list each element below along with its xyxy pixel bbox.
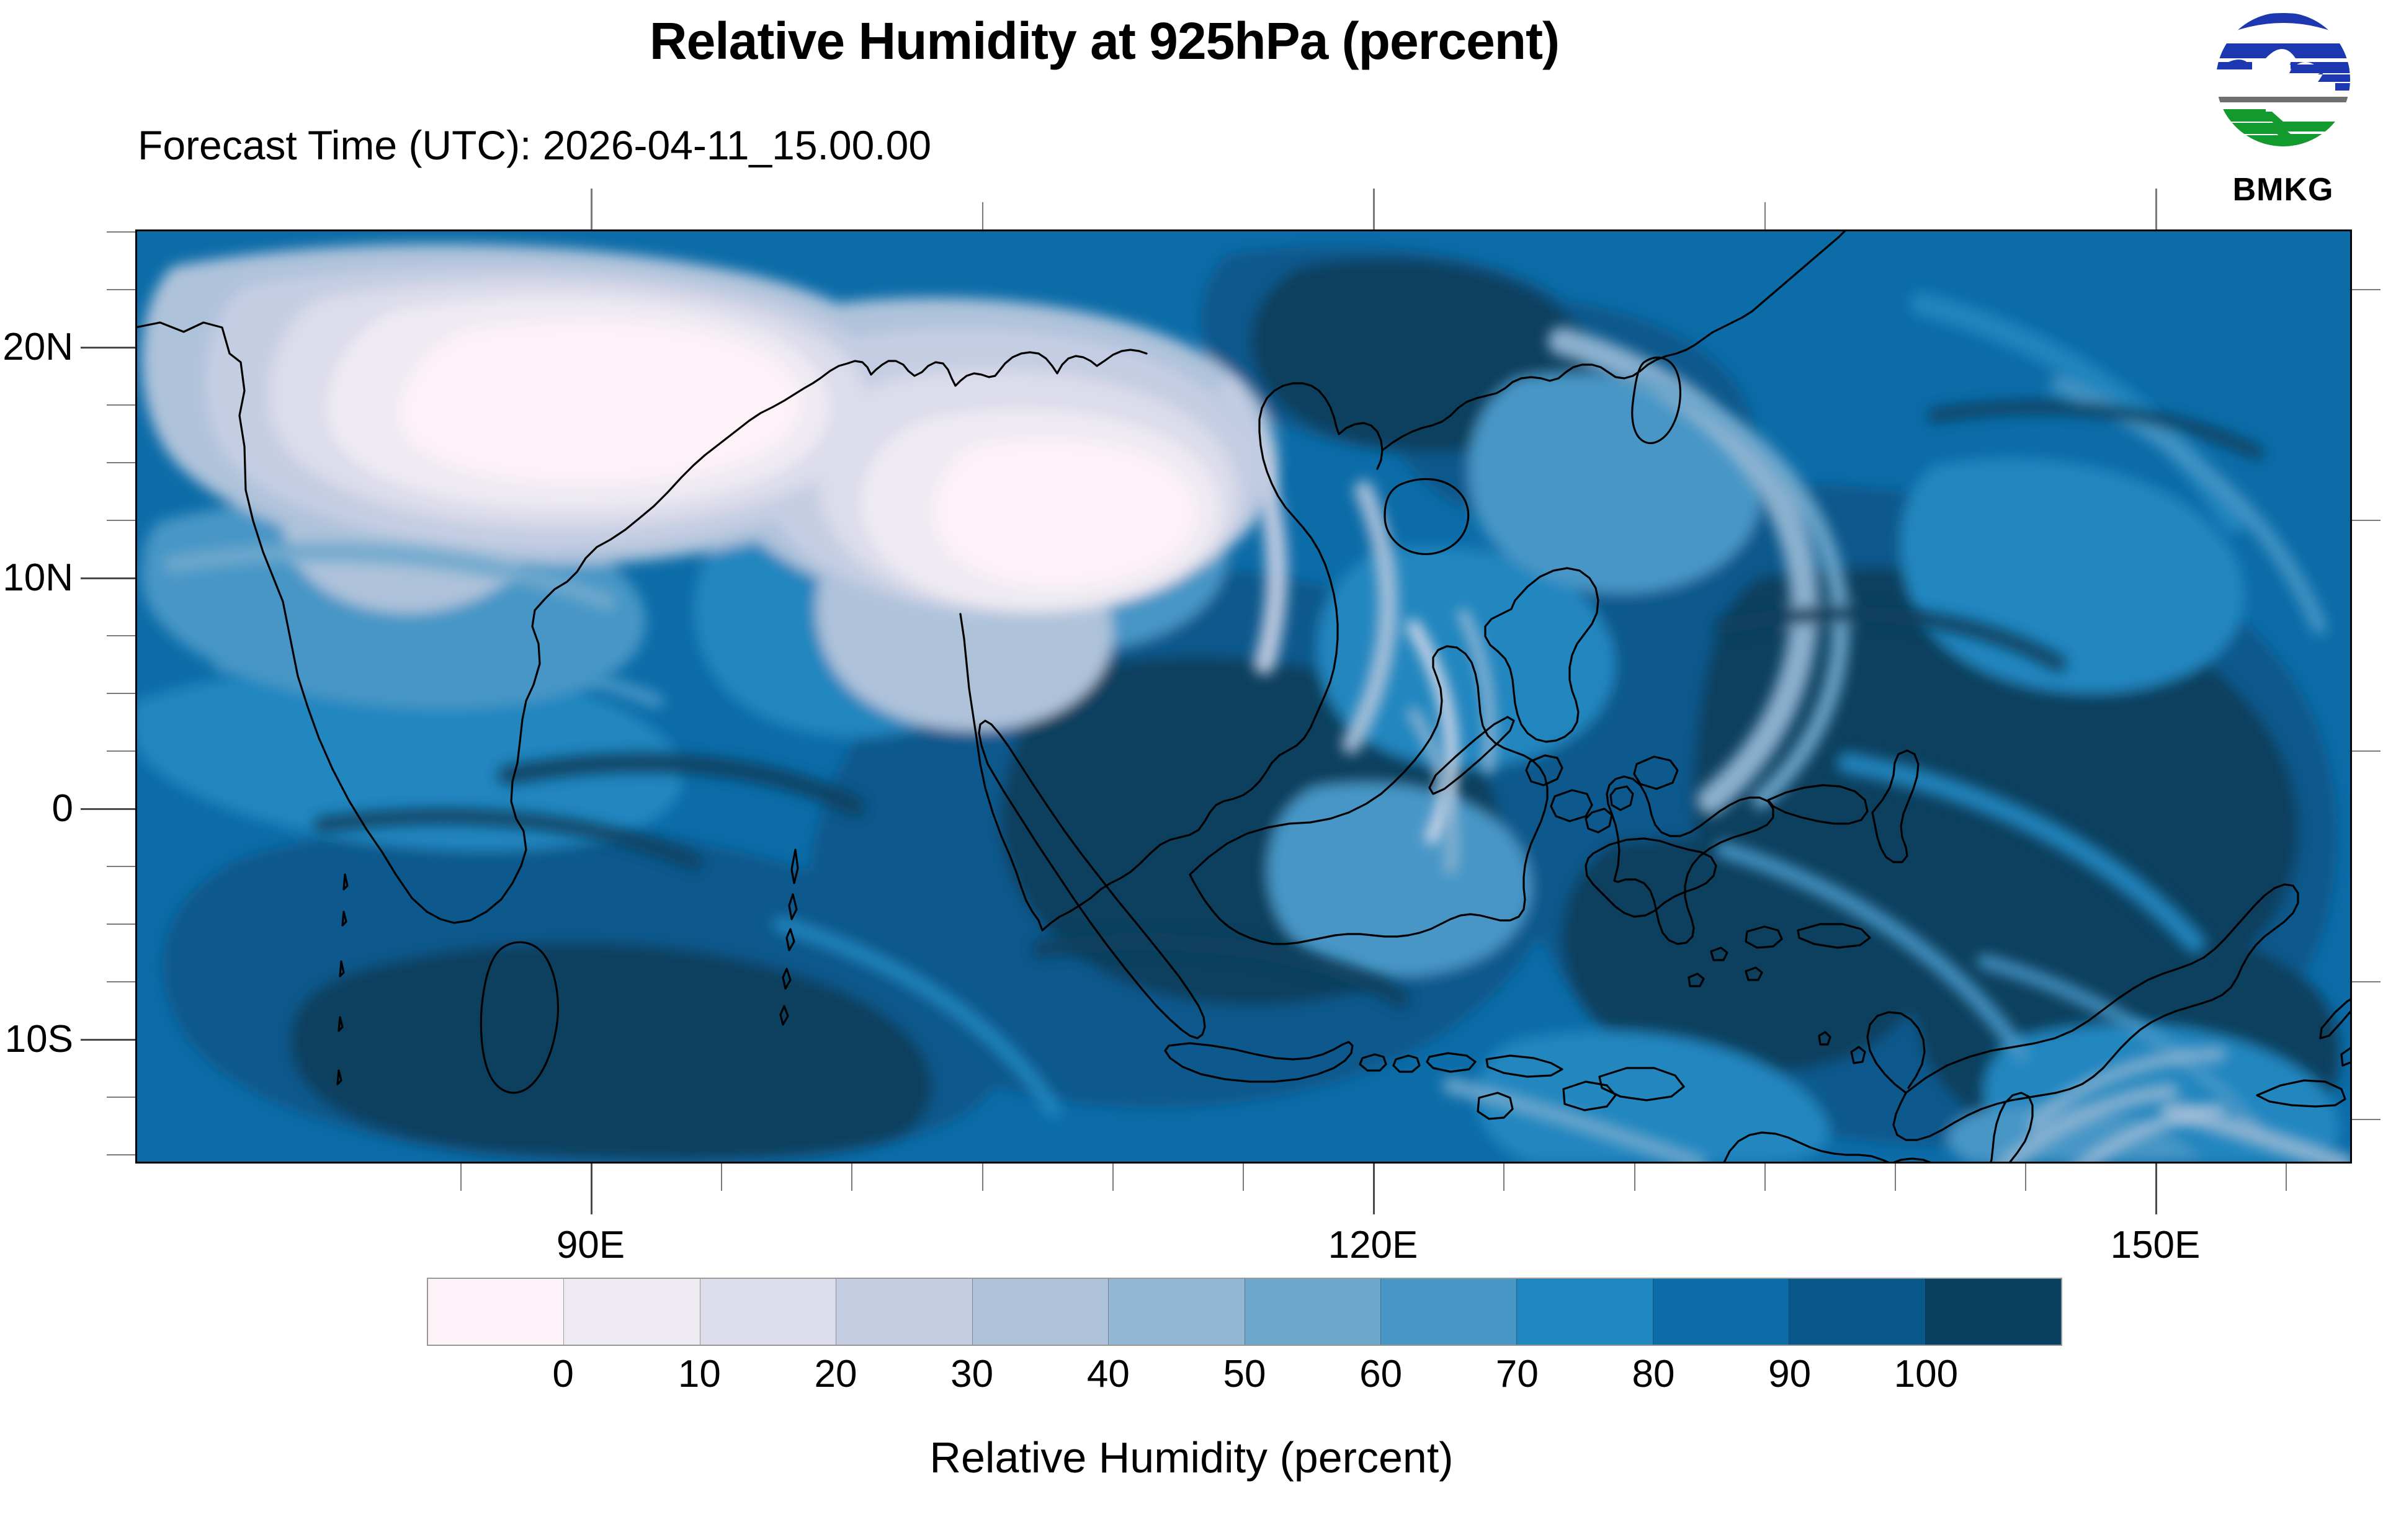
page-title: Relative Humidity at 925hPa (percent): [649, 12, 1560, 70]
xtick-minor: [851, 1164, 852, 1191]
colorbar-swatch-3: [836, 1279, 973, 1345]
ytick-minor: [107, 750, 135, 752]
xtick-minor: [1764, 1164, 1766, 1191]
colorbar[interactable]: [427, 1278, 2062, 1346]
xtick-major-150E: [2155, 1164, 2157, 1214]
xtick-label-150E: 150E: [2110, 1224, 2201, 1266]
xtick-minor: [721, 1164, 722, 1191]
ytick-minor: [107, 1154, 135, 1155]
ytick-label-0: 0: [51, 787, 73, 830]
xtick-label-90E: 90E: [556, 1224, 625, 1266]
colorbar-tick-10: 10: [677, 1353, 721, 1395]
ytick-minor-right: [2352, 750, 2381, 752]
colorbar-tick-40: 40: [1086, 1353, 1130, 1395]
xtick-minor: [1503, 1164, 1504, 1191]
colorbar-ticks: 0 10 20 30 40 50 60 70 80 90 100: [427, 1352, 2062, 1408]
colorbar-swatch-4: [972, 1279, 1109, 1345]
colorbar-tick-50: 50: [1223, 1353, 1266, 1395]
bmkg-emblem-icon: [2216, 13, 2350, 146]
colorbar-tick-90: 90: [1768, 1353, 1812, 1395]
colorbar-swatch-0: [428, 1279, 565, 1345]
ytick-minor-right: [2352, 1119, 2381, 1120]
ytick-minor: [107, 635, 135, 636]
ytick-minor: [107, 289, 135, 290]
xtick-minor: [2025, 1164, 2026, 1191]
ytick-major-20N: [81, 347, 135, 349]
colorbar-tick-30: 30: [950, 1353, 994, 1395]
colorbar-swatch-11: [1925, 1279, 2062, 1345]
colorbar-swatch-6: [1245, 1279, 1381, 1345]
colorbar-swatch-9: [1653, 1279, 1790, 1345]
xtick-top: [2155, 189, 2157, 229]
xtick-minor: [460, 1164, 462, 1191]
xtick-top: [591, 189, 592, 229]
ytick-minor: [107, 404, 135, 406]
humidity-map[interactable]: [135, 229, 2352, 1164]
colorbar-swatch-5: [1109, 1279, 1245, 1345]
colorbar-swatch-1: [564, 1279, 700, 1345]
xtick-top: [1373, 189, 1375, 229]
ytick-minor: [107, 924, 135, 925]
colorbar-label: Relative Humidity (percent): [929, 1433, 1454, 1482]
ytick-minor-right: [2352, 289, 2381, 290]
coastlines: [135, 229, 2352, 1164]
ytick-minor-right: [2352, 981, 2381, 982]
xtick-top-minor: [982, 202, 983, 229]
ytick-minor: [107, 693, 135, 694]
xtick-major-120E: [1373, 1164, 1375, 1214]
ytick-minor: [107, 981, 135, 982]
ytick-minor: [107, 866, 135, 867]
colorbar-tick-20: 20: [814, 1353, 857, 1395]
colorbar-tick-100: 100: [1893, 1353, 1959, 1395]
forecast-time-subtitle: Forecast Time (UTC): 2026-04-11_15.00.00: [138, 122, 932, 168]
ytick-minor: [107, 1097, 135, 1098]
field-orographic: [1407, 609, 2226, 1164]
colorbar-swatch-7: [1380, 1279, 1518, 1345]
xtick-major-90E: [591, 1164, 592, 1214]
ytick-major-10S: [81, 1039, 135, 1041]
ytick-label-20N: 20N: [2, 326, 73, 368]
colorbar-swatch-2: [700, 1279, 837, 1345]
bmkg-logo-text: BMKG: [2232, 172, 2334, 208]
colorbar-swatch-8: [1517, 1279, 1653, 1345]
xtick-minor: [1634, 1164, 1635, 1191]
colorbar-tick-80: 80: [1632, 1353, 1675, 1395]
xtick-top-minor: [1764, 202, 1766, 229]
bmkg-logo: BMKG: [2196, 5, 2370, 216]
ytick-major-10N: [81, 577, 135, 579]
ytick-label-10N: 10N: [2, 556, 73, 599]
colorbar-tick-60: 60: [1359, 1353, 1403, 1395]
ytick-minor: [107, 462, 135, 463]
xtick-minor: [1112, 1164, 1114, 1191]
ytick-minor: [107, 520, 135, 521]
xtick-minor: [982, 1164, 983, 1191]
xtick-minor: [1895, 1164, 1896, 1191]
ytick-minor-right: [2352, 520, 2381, 521]
xtick-minor: [2286, 1164, 2287, 1191]
colorbar-tick-0: 0: [552, 1353, 574, 1395]
xtick-label-120E: 120E: [1328, 1224, 1418, 1266]
ytick-minor: [107, 231, 135, 233]
colorbar-swatch-10: [1789, 1279, 1926, 1345]
ytick-major-0: [81, 808, 135, 810]
humidity-field: [135, 229, 2352, 1164]
ytick-label-10S: 10S: [4, 1018, 73, 1061]
xtick-minor: [1243, 1164, 1244, 1191]
colorbar-tick-70: 70: [1495, 1353, 1539, 1395]
